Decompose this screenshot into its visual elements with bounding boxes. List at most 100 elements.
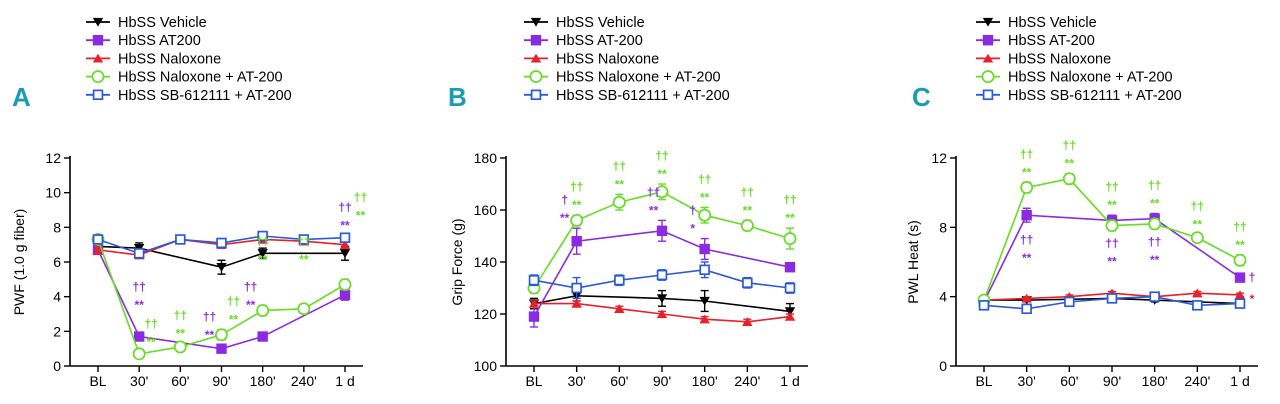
data-point [216, 263, 227, 272]
x-tick-label: 60' [1060, 373, 1078, 389]
legend-label: HbSS Vehicle [118, 15, 207, 31]
x-tick-label: 90' [653, 373, 671, 389]
annotation: †† [297, 234, 310, 248]
annotation: †† [655, 149, 668, 163]
annotation: ** [146, 335, 156, 349]
data-point [699, 314, 710, 324]
data-point [1234, 272, 1246, 283]
legend-label: HbSS SB-612111 + AT-200 [1008, 88, 1182, 104]
annotation: ** [176, 326, 186, 340]
data-point [1149, 291, 1160, 302]
significance-annotations: ††**††**††**††**††**††**††**††**††**††** [132, 190, 367, 349]
data-point [173, 340, 187, 354]
data-point [92, 234, 104, 245]
annotation: ** [1065, 157, 1075, 171]
data-point [978, 300, 990, 311]
legend-label: HbSS Naloxone [118, 51, 221, 67]
data-point [339, 232, 351, 243]
data-point [1021, 210, 1032, 221]
legend-label: HbSS Naloxone + AT-200 [118, 70, 283, 86]
annotation: †† [338, 201, 351, 215]
data-point [1064, 296, 1075, 308]
data-point [257, 331, 268, 342]
legend-marker [530, 53, 542, 63]
y-tick-label: 180 [474, 150, 498, 166]
data-point [612, 195, 626, 209]
y-axis-label: Grip Force (g) [449, 218, 465, 305]
y-tick-label: 0 [53, 358, 61, 374]
x-tick-label: 60' [610, 373, 628, 389]
y-tick-label: 2 [53, 323, 61, 339]
data-point [133, 248, 145, 259]
x-tick-label: 180' [250, 373, 276, 389]
data-point [1020, 181, 1034, 194]
panel-letter: C [912, 82, 931, 112]
data-point [256, 304, 270, 317]
data-point [784, 311, 796, 321]
panel-letter: A [12, 82, 31, 112]
data-point [338, 278, 352, 291]
annotation: † [689, 204, 696, 218]
legend-label: HbSS AT-200 [1008, 33, 1095, 49]
annotation: ** [229, 313, 239, 327]
annotation: ** [1022, 251, 1032, 265]
data-point [528, 274, 540, 286]
data-point [1192, 288, 1203, 298]
annotation: ** [1193, 217, 1203, 231]
panel-letter: B [448, 82, 467, 112]
annotation: †† [741, 185, 754, 199]
annotation: †† [203, 310, 216, 324]
annotation: ** [743, 203, 753, 217]
data-point [655, 185, 669, 199]
data-point [742, 317, 753, 326]
data-point [699, 264, 710, 276]
data-point [783, 232, 797, 246]
data-point [339, 239, 351, 249]
legend-label: HbSS SB-612111 + AT-200 [556, 88, 730, 104]
data-point [175, 234, 186, 245]
x-tick-label: 30' [130, 373, 148, 389]
y-tick-label: 8 [939, 219, 947, 235]
annotation: †† [613, 159, 626, 173]
series-at200 [528, 219, 796, 328]
legend-marker [530, 35, 542, 46]
data-point [571, 298, 582, 308]
data-point [257, 249, 268, 259]
annotation: * [690, 222, 695, 236]
legend-label: HbSS Vehicle [1008, 15, 1097, 31]
legend-marker [91, 70, 105, 84]
x-tick-label: 90' [212, 373, 230, 389]
annotation: †† [1148, 235, 1161, 249]
annotation: † [1249, 271, 1256, 285]
annotation: †† [1063, 139, 1076, 153]
legend-label: HbSS Naloxone [1008, 51, 1111, 67]
data-point [1062, 172, 1076, 186]
data-point [1105, 219, 1119, 233]
annotation: * [1250, 292, 1255, 306]
annotation: †† [1020, 147, 1033, 161]
x-tick-label: 1 d [1230, 373, 1249, 389]
legend-marker [530, 17, 542, 27]
data-point [298, 234, 310, 245]
data-point [1234, 290, 1246, 300]
annotation: †† [132, 280, 145, 294]
data-point [339, 249, 351, 259]
legend-marker [92, 35, 104, 46]
y-tick-label: 100 [474, 358, 498, 374]
x-tick-label: 30' [568, 373, 586, 389]
y-tick-label: 10 [45, 185, 61, 201]
annotation: †† [1105, 180, 1118, 194]
annotation: †† [174, 308, 187, 322]
data-point [784, 282, 796, 294]
annotation: ** [1107, 198, 1117, 212]
annotation: ** [560, 211, 570, 225]
data-point [215, 328, 228, 342]
legend-marker [981, 70, 995, 84]
x-tick-label: BL [525, 373, 542, 389]
data-point [614, 274, 625, 286]
significance-annotations: †† ** †† ** †† ** †† ** †† ** †† ** †† ** †† ** †† ** † * [1020, 139, 1255, 306]
data-point [656, 225, 668, 236]
